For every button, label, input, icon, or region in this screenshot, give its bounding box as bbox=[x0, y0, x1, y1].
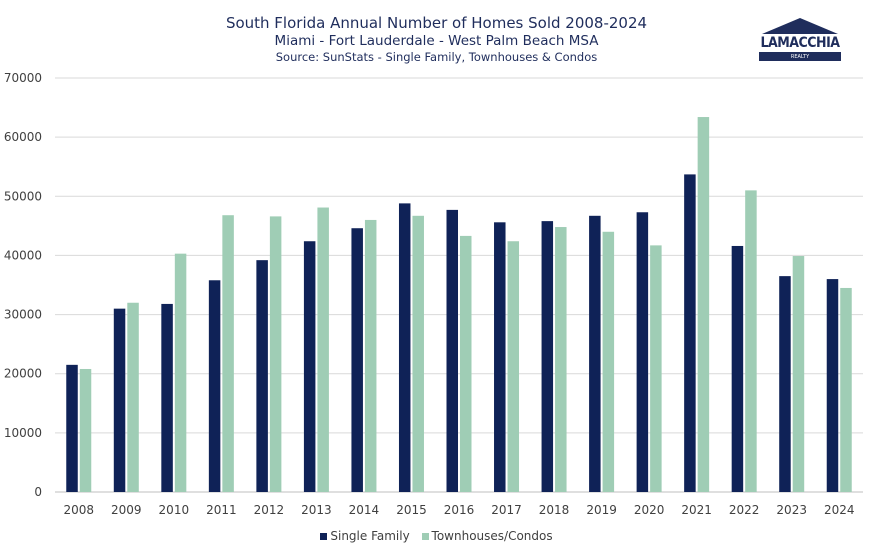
bar-townhouses-condos bbox=[127, 302, 139, 492]
bar-townhouses-condos bbox=[364, 219, 377, 492]
y-tick-label: 30000 bbox=[4, 308, 42, 322]
bar-townhouses-condos bbox=[174, 253, 187, 492]
y-tick-label: 70000 bbox=[4, 71, 42, 85]
lamacchia-logo: LAMACCHIA REALTY bbox=[757, 17, 843, 63]
legend-item-single-family: Single Family bbox=[320, 529, 410, 543]
bar-single-family bbox=[303, 241, 316, 492]
chart-source: Source: SunStats - Single Family, Townho… bbox=[275, 50, 598, 64]
bar-townhouses-condos bbox=[602, 231, 615, 492]
legend-label-townhouses-condos: Townhouses/Condos bbox=[431, 529, 553, 543]
bar-townhouses-condos bbox=[222, 215, 234, 492]
bar-single-family bbox=[256, 260, 268, 492]
x-tick-label: 2018 bbox=[539, 503, 570, 517]
bar-single-family bbox=[779, 276, 791, 492]
x-tick-label: 2013 bbox=[301, 503, 332, 517]
x-tick-label: 2008 bbox=[63, 503, 94, 517]
bar-townhouses-condos bbox=[650, 245, 662, 492]
x-tick-label: 2022 bbox=[729, 503, 760, 517]
bar-single-family bbox=[494, 222, 506, 492]
bar-single-family bbox=[731, 245, 744, 492]
bar-single-family bbox=[351, 228, 363, 493]
legend: Single Family Townhouses/Condos bbox=[0, 529, 873, 543]
legend-item-townhouses-condos: Townhouses/Condos bbox=[421, 529, 553, 543]
legend-swatch-single-family bbox=[320, 533, 328, 540]
bar-townhouses-condos bbox=[697, 117, 710, 492]
bar-single-family bbox=[541, 221, 554, 492]
x-tick-label: 2014 bbox=[349, 503, 380, 517]
y-tick-label: 20000 bbox=[4, 367, 42, 381]
logo-text: LAMACCHIA bbox=[760, 35, 840, 51]
bar-single-family bbox=[113, 308, 126, 492]
bar-townhouses-condos bbox=[79, 368, 92, 492]
x-tick-label: 2019 bbox=[586, 503, 617, 517]
x-tick-label: 2011 bbox=[206, 503, 237, 517]
x-tick-label: 2009 bbox=[111, 503, 142, 517]
bar-single-family bbox=[826, 279, 839, 492]
chart-subtitle: Miami - Fort Lauderdale - West Palm Beac… bbox=[274, 33, 599, 49]
y-tick-label: 50000 bbox=[4, 189, 42, 203]
x-tick-label: 2017 bbox=[491, 503, 522, 517]
bar-single-family bbox=[66, 364, 78, 492]
bar-single-family bbox=[589, 215, 601, 492]
x-tick-label: 2023 bbox=[776, 503, 807, 517]
bar-single-family bbox=[636, 212, 649, 493]
logo-subtext: REALTY bbox=[790, 54, 810, 60]
x-tick-label: 2016 bbox=[444, 503, 475, 517]
bar-single-family bbox=[398, 203, 411, 492]
y-tick-label: 10000 bbox=[4, 426, 42, 440]
bar-single-family bbox=[446, 209, 458, 493]
legend-label-single-family: Single Family bbox=[330, 529, 410, 543]
bar-townhouses-condos bbox=[269, 216, 282, 492]
y-tick-label: 0 bbox=[34, 485, 42, 499]
legend-swatch-townhouses-condos bbox=[421, 533, 429, 540]
x-tick-label: 2010 bbox=[159, 503, 190, 517]
bar-townhouses-condos bbox=[507, 241, 520, 492]
chart-title-block: South Florida Annual Number of Homes Sol… bbox=[0, 14, 873, 65]
x-tick-label: 2012 bbox=[254, 503, 285, 517]
bar-single-family bbox=[161, 303, 173, 492]
house-roof-icon bbox=[759, 18, 841, 61]
x-tick-label: 2020 bbox=[634, 503, 665, 517]
bar-single-family bbox=[684, 174, 696, 492]
x-tick-label: 2015 bbox=[396, 503, 427, 517]
bar-townhouses-condos bbox=[412, 215, 424, 492]
x-tick-label: 2021 bbox=[681, 503, 712, 517]
bar-townhouses-condos bbox=[792, 256, 805, 492]
bar-townhouses-condos bbox=[840, 287, 852, 492]
bar-single-family bbox=[208, 280, 221, 492]
y-tick-label: 60000 bbox=[4, 130, 42, 144]
x-tick-label: 2024 bbox=[824, 503, 855, 517]
bar-townhouses-condos bbox=[745, 190, 757, 492]
bar-townhouses-condos bbox=[460, 235, 472, 492]
y-tick-label: 40000 bbox=[4, 248, 42, 262]
chart-title: South Florida Annual Number of Homes Sol… bbox=[225, 14, 648, 32]
bar-townhouses-condos bbox=[317, 207, 329, 492]
bar-townhouses-condos bbox=[555, 227, 567, 493]
